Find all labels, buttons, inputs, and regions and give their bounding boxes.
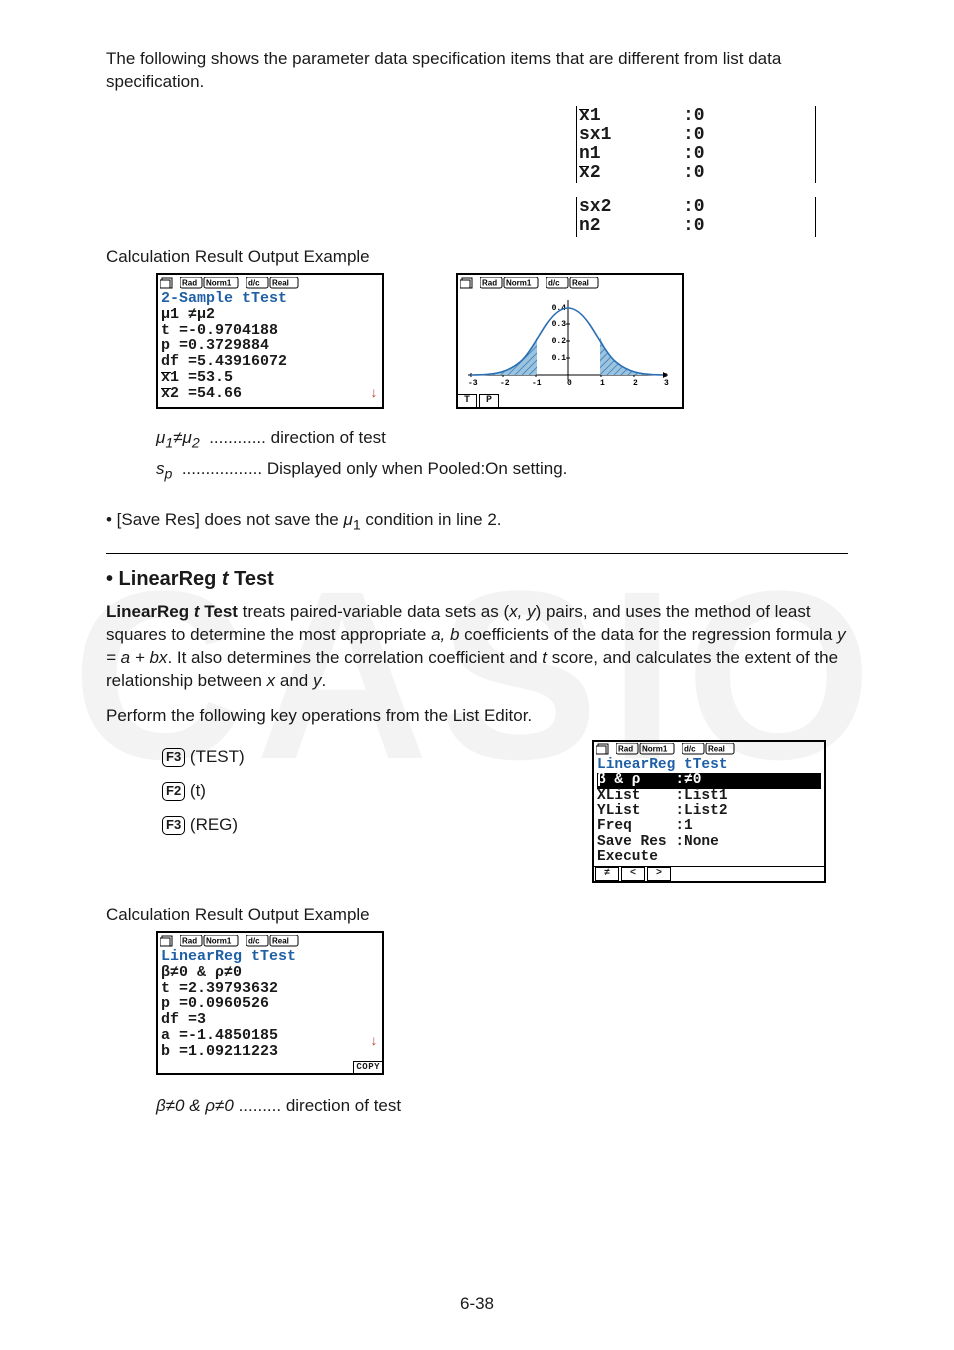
keyops-row: F3 (TEST) F2 (t) F3 (REG) Rad Norm1 d/c Re… [162,740,848,883]
status-bar: Rad Norm1 d/c Real [158,275,382,290]
linearreg-description: LinearReg t Test treats paired-variable … [106,601,848,693]
svg-text:d/c: d/c [548,278,560,287]
svg-text:2: 2 [633,379,638,388]
svg-text:Real: Real [708,745,725,754]
svg-text:Norm1: Norm1 [506,278,532,287]
definitions-1: μ1≠μ2 ............ direction of test sp … [156,425,848,486]
screen-body: 2-Sample tTest μ1 ≠μ2t =-0.9704188p =0.3… [158,290,382,403]
bell-curve-plot: -3 -2 -1 0 1 2 3 [458,290,678,390]
note-save-res: • [Save Res] does not save the μ1 condit… [106,510,848,533]
calc-screen-1: Rad Norm1 d/c Real 2-Sample tTest μ1 ≠μ2t … [156,273,384,409]
definitions-2: β≠0 & ρ≠0 ......... direction of test [156,1093,848,1119]
svg-text:-3: -3 [468,379,478,388]
svg-text:0.2: 0.2 [552,337,567,346]
keycap-f3: F3 [162,748,185,767]
svg-text:Rad: Rad [482,278,497,287]
svg-text:Rad: Rad [182,936,197,945]
svg-text:1: 1 [600,379,605,388]
softkey-neq[interactable]: ≠ [595,867,619,882]
svg-text:Norm1: Norm1 [206,936,232,945]
svg-text:-2: -2 [500,379,510,388]
svg-text:Real: Real [572,278,589,287]
key-operations: F3 (TEST) F2 (t) F3 (REG) [162,740,492,842]
screens-row-1: Rad Norm1 d/c Real 2-Sample tTest μ1 ≠μ2t … [156,273,848,409]
graph-softkeys: T P [457,394,499,408]
softkey-lt[interactable]: < [621,867,645,882]
keyop-instruction: Perform the following key operations fro… [106,705,848,728]
setup-screen: Rad Norm1 d/c Real LinearReg tTest β & ρ :… [592,740,826,883]
def-sym: β≠0 & ρ≠0 [156,1096,234,1115]
intro-paragraph: The following shows the parameter data s… [106,48,848,94]
section-rule [106,553,848,554]
softkeys: ≠ < > [594,866,824,882]
svg-text:Rad: Rad [182,278,197,287]
svg-text:0: 0 [567,379,572,388]
status-bar: Rad Norm1 d/c Real [594,742,824,757]
manual-page: CASIO The following shows the parameter … [0,0,954,1350]
screen-title: LinearReg tTest [597,758,821,773]
keycap-f3: F3 [162,816,185,835]
param-table-2: sx2n2 :0:0 [576,197,816,237]
copy-softkey[interactable]: COPY [353,1061,383,1074]
screen-title: LinearReg tTest [161,949,379,965]
status-bar: Rad Norm1 d/c Real [458,275,682,290]
status-bar: Rad Norm1 d/c Real [158,933,382,948]
setup-body: LinearReg tTest β & ρ :≠0 XList :List1YL… [594,757,824,866]
svg-text:Norm1: Norm1 [206,278,232,287]
svg-text:Real: Real [272,936,289,945]
svg-text:d/c: d/c [248,936,260,945]
calc-result-label: Calculation Result Output Example [106,247,848,267]
highlighted-row: β & ρ :≠0 [597,773,821,788]
param-table-group: x1sx1n1x2 :0:0:0:0 sx2n2 :0:0 [576,106,848,237]
svg-text:0.3: 0.3 [552,320,567,329]
content-area: The following shows the parameter data s… [0,48,954,1120]
section-title: • LinearReg t Test [106,568,848,591]
svg-text:Rad: Rad [618,745,633,754]
svg-text:d/c: d/c [684,745,696,754]
def-sym: sp [156,459,172,478]
svg-text:-1: -1 [532,379,542,388]
def-sym: μ1≠μ2 [156,428,200,447]
keycap-f2: F2 [162,782,185,801]
svg-text:Real: Real [272,278,289,287]
softkey-t[interactable]: T [457,394,477,408]
param-table-1: x1sx1n1x2 :0:0:0:0 [576,106,816,184]
page-number: 6-38 [0,1294,954,1314]
calc-result-label-2: Calculation Result Output Example [106,905,848,925]
down-arrow-icon: ↓ [370,387,378,402]
down-arrow-icon: ↓ [370,1035,378,1050]
svg-text:0.1: 0.1 [552,354,567,363]
graph-screen: Rad Norm1 d/c Real -3 -2 -1 0 1 2 3 [456,273,684,409]
svg-text:Norm1: Norm1 [642,745,668,754]
softkey-gt[interactable]: > [647,867,671,882]
screen-body: LinearReg tTest β≠0 & ρ≠0 t =2.39793632 … [158,948,382,1061]
calc-screen-3: Rad Norm1 d/c Real LinearReg tTest β≠0 & ρ… [156,931,384,1075]
screens-row-2: Rad Norm1 d/c Real LinearReg tTest β≠0 & ρ… [156,931,848,1075]
svg-text:3: 3 [664,379,669,388]
softkey-p[interactable]: P [479,394,499,408]
screen-title: 2-Sample tTest [161,291,379,307]
svg-text:d/c: d/c [248,278,260,287]
